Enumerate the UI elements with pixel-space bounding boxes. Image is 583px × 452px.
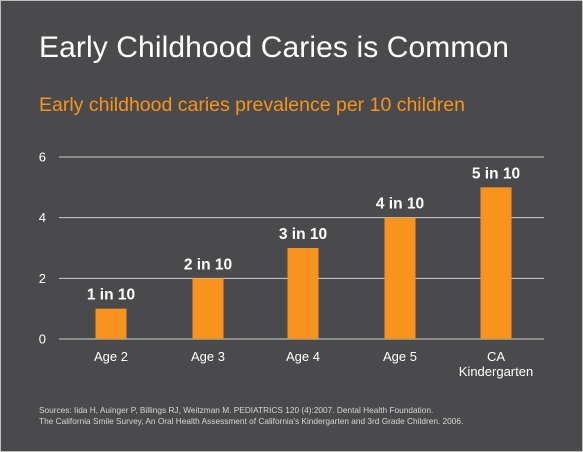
y-tick-label: 0 (39, 332, 46, 347)
y-tick-label: 4 (39, 210, 46, 225)
bar (95, 308, 127, 339)
data-label: 4 in 10 (376, 196, 424, 213)
bar (287, 248, 319, 339)
chart-title: Early Childhood Caries is Common (39, 31, 510, 64)
data-label: 1 in 10 (87, 287, 135, 304)
data-label: 5 in 10 (472, 165, 520, 182)
x-tick-label: Age 2 (94, 349, 128, 364)
x-tick-label: Age 4 (286, 349, 320, 364)
y-tick-label: 2 (39, 271, 46, 286)
x-tick-label: Age 5 (383, 349, 417, 364)
y-tick-label: 6 (39, 150, 46, 165)
data-label: 3 in 10 (279, 226, 327, 243)
x-tick-label: Kindergarten (459, 364, 533, 379)
source-line-1: Sources: Iida H, Auinger P, Billings RJ,… (39, 405, 434, 415)
bar-chart: 0 2 4 6 1 in 10 Age 2 2 in 10 Age 3 3 in 10 Age 4… (39, 150, 544, 379)
source-line-2: The California Smile Survey, An Oral Hea… (39, 416, 464, 426)
source-citation: Sources: Iida H, Auinger P, Billings RJ,… (39, 405, 463, 427)
bar (480, 187, 512, 339)
data-label: 2 in 10 (184, 256, 232, 273)
x-tick-label: Age 3 (191, 349, 225, 364)
bar (192, 278, 224, 339)
bar (384, 217, 416, 339)
x-tick-label: CA (487, 349, 505, 364)
chart-subtitle: Early childhood caries prevalence per 10… (39, 94, 465, 116)
